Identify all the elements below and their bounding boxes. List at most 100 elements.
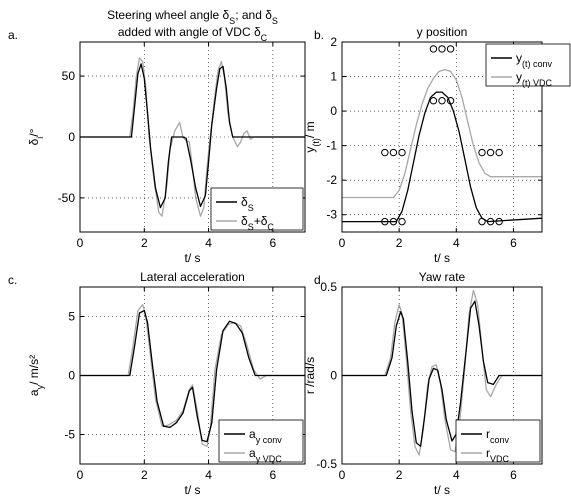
chart-title-line: added with angle of VDC δC (118, 25, 268, 43)
cone-marker (478, 148, 486, 157)
legend-box (455, 419, 541, 463)
x-tick-label: 2 (396, 236, 403, 250)
x-axis-label-run: t/ s (434, 483, 450, 497)
panel-label: b. (314, 28, 324, 42)
x-axis-label-run: t/ s (184, 251, 200, 265)
y-axis-label-run: / m (303, 121, 317, 138)
x-axis-label-run: t/ s (434, 251, 450, 265)
x-tick-label: 6 (510, 468, 517, 482)
chart-title-line-run: added with angle of VDC δ (118, 25, 261, 39)
legend-label: ay conv (249, 427, 282, 445)
x-tick-label: 4 (453, 236, 460, 250)
legend-box (485, 43, 571, 87)
y-axis-label-group: r /rad/s (303, 357, 317, 394)
y-tick-label: 2 (330, 35, 337, 49)
legend-label-run: y (516, 51, 522, 65)
x-tick-label: 0 (77, 468, 84, 482)
y-axis-label-run: δ (27, 138, 41, 145)
y-axis-label-run: y (303, 147, 317, 153)
x-tick-label: 2 (396, 468, 403, 482)
legend-label-run: C (267, 222, 274, 232)
y-axis-label: ay/ m/s² (27, 355, 45, 396)
legend-label: δS (241, 195, 254, 213)
cone-marker (478, 217, 486, 226)
cone-marker (486, 148, 495, 157)
chart-title-line-run: Steering wheel angle δ (107, 8, 229, 22)
x-tick-label: 6 (270, 236, 277, 250)
y-tick-label: -1 (326, 139, 337, 153)
chart-title-line: Yaw rate (419, 270, 466, 284)
y-tick-label: -3 (326, 208, 337, 222)
legend-label-run: r (486, 446, 490, 460)
x-axis-label: t/ s (184, 251, 200, 265)
chart-title-line-run: S (272, 16, 278, 26)
legend-label: δS+δC (241, 214, 274, 232)
cone-marker (495, 217, 503, 226)
y-axis-label-run: / m/s² (27, 355, 41, 385)
y-tick-label: 50 (62, 69, 76, 83)
panel-label: c. (8, 273, 17, 287)
legend-box (210, 187, 304, 231)
x-axis-label: t/ s (434, 483, 450, 497)
y-tick-label: -0.5 (316, 457, 337, 471)
legend-label-run: +δ (254, 214, 268, 228)
cone-marker (398, 148, 406, 157)
legend-box (218, 419, 304, 463)
panel-label: d. (314, 273, 324, 287)
grid (80, 42, 305, 232)
x-tick-label: 6 (270, 468, 277, 482)
cone-marker (429, 45, 438, 53)
grid (342, 42, 542, 232)
y-axis-label-run: y (35, 384, 45, 389)
legend-label: rVDC (486, 446, 510, 464)
chart-title-line-run: C (261, 33, 268, 43)
x-axis-label: t/ s (184, 483, 200, 497)
y-axis-label: y(t)/ m (303, 121, 321, 152)
legend-label-run: y conv (256, 435, 283, 445)
cone-marker (398, 217, 406, 226)
y-axis-label-run: i (35, 137, 45, 139)
x-tick-label: 6 (510, 236, 517, 250)
x-tick-label: 0 (339, 236, 346, 250)
legend-label: y(t) conv (516, 51, 553, 69)
y-tick-label: 0 (68, 369, 75, 383)
cone-marker (429, 97, 438, 105)
chart-title-line-run: y position (417, 25, 468, 39)
cone-marker (389, 148, 398, 157)
legend-label-run: δ (241, 195, 248, 209)
chart-title-line: Steering wheel angle δS; and δS (107, 8, 278, 26)
legend-label: y(t) VDC (516, 70, 552, 88)
y-axis-label-group: δi/° (27, 128, 45, 145)
cone-marker (446, 45, 455, 53)
legend-label: ay VDC (249, 446, 282, 464)
x-tick-label: 0 (77, 236, 84, 250)
cone-markers (381, 45, 503, 226)
y-axis-label-run: a (27, 389, 41, 396)
y-axis-label-group: ay/ m/s² (27, 355, 45, 396)
chart-title-line-run: ; and δ (235, 8, 272, 22)
y-axis-label-run: (t) (311, 138, 321, 147)
legend-label-run: conv (490, 435, 510, 445)
y-tick-label: 0.5 (320, 280, 337, 294)
legend-label-run: y VDC (256, 454, 283, 464)
chart-title-line-run: S (229, 16, 235, 26)
cone-marker (486, 217, 495, 226)
legend-label-run: y (516, 70, 522, 84)
chart-title-line-run: Yaw rate (419, 270, 466, 284)
y-axis-label-group: y(t)/ m (303, 121, 321, 152)
cone-marker (381, 148, 389, 157)
y-tick-label: 0 (330, 369, 337, 383)
series-line-2 (80, 63, 305, 209)
cone-marker (438, 45, 446, 53)
x-tick-label: 2 (141, 468, 148, 482)
chart-title-line-run: Lateral acceleration (140, 270, 245, 284)
chart-title-line: y position (417, 25, 468, 39)
x-axis-label: t/ s (434, 251, 450, 265)
